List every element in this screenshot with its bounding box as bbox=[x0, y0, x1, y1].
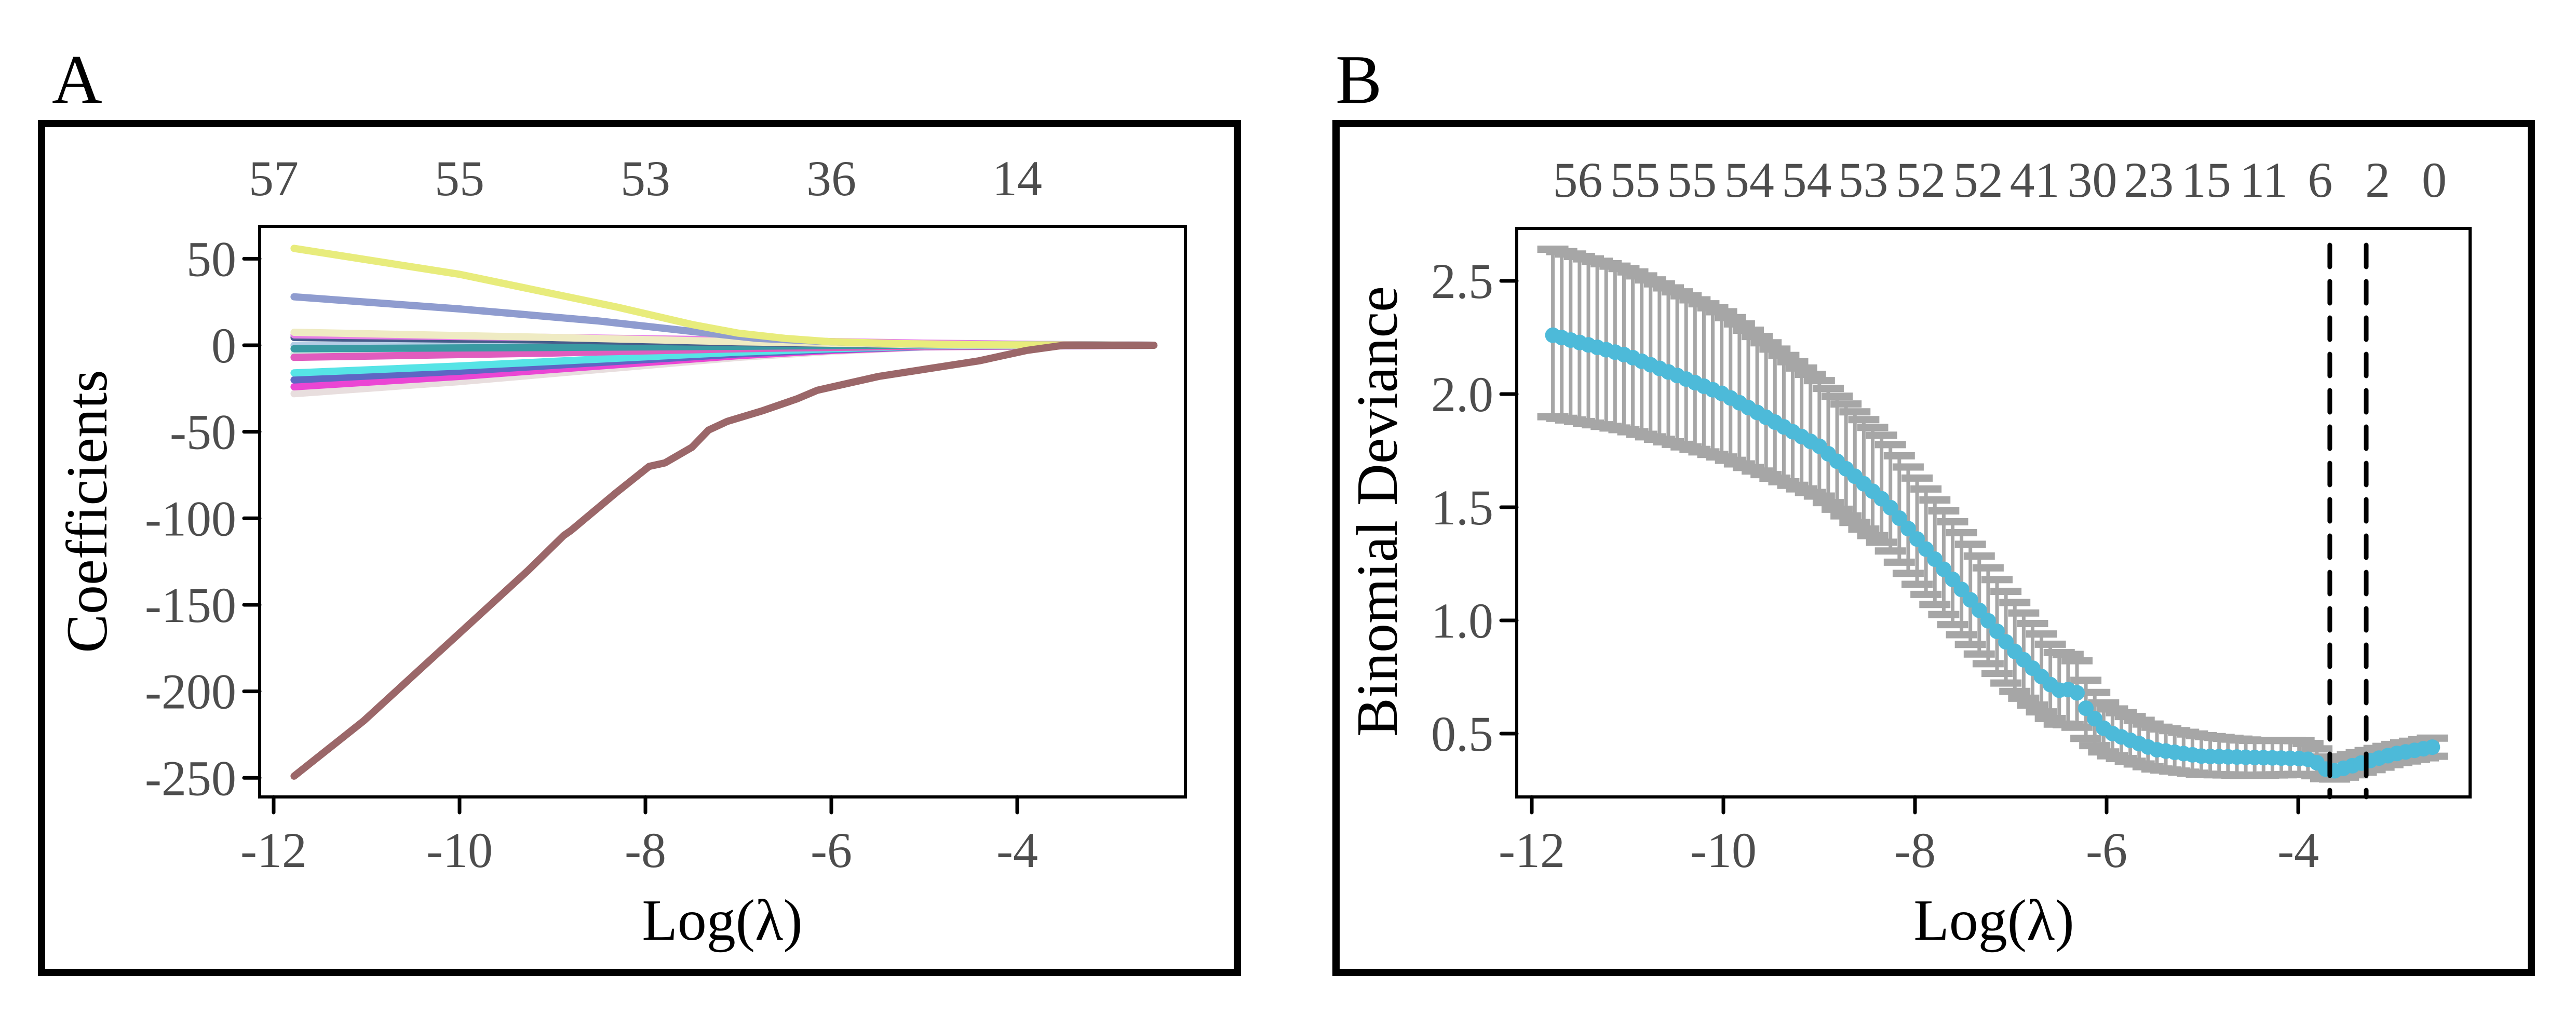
y-tick-label: -50 bbox=[170, 404, 236, 460]
top-axis-label: 55 bbox=[1667, 152, 1717, 208]
y-tick-label: 1.0 bbox=[1431, 593, 1493, 648]
top-axis-label: 23 bbox=[2124, 152, 2174, 208]
deviance-point bbox=[2424, 739, 2440, 755]
deviance-point bbox=[1891, 510, 1907, 526]
panel-b-outer-frame bbox=[1332, 120, 2535, 976]
panel-a-x-axis-title: Log(λ) bbox=[642, 888, 802, 953]
top-axis-label: 54 bbox=[1724, 152, 1774, 208]
panel-b-letter: B bbox=[1336, 41, 1382, 118]
deviance-point bbox=[1909, 531, 1925, 547]
top-axis-label: 41 bbox=[2010, 152, 2060, 208]
x-tick-label: -8 bbox=[625, 822, 666, 878]
panel-b-reference-lines bbox=[2327, 242, 2369, 800]
deviance-point bbox=[1900, 521, 1916, 537]
deviance-point bbox=[1989, 624, 2005, 640]
panel-a-y-axis: 50 0 -50 -100 -150 -200 -250 bbox=[145, 231, 262, 806]
x-tick-label: -6 bbox=[2086, 822, 2127, 878]
deviance-point bbox=[2078, 700, 2094, 716]
y-tick-label: -150 bbox=[145, 577, 236, 633]
deviance-point bbox=[1936, 561, 1952, 577]
deviance-point bbox=[1962, 592, 1978, 608]
deviance-point bbox=[1953, 581, 1970, 598]
top-axis-label: 14 bbox=[992, 151, 1042, 206]
top-axis-label: 53 bbox=[621, 151, 670, 206]
top-axis-label: 0 bbox=[2422, 152, 2447, 208]
y-tick-label: 1.5 bbox=[1431, 480, 1493, 535]
y-tick-label: 0.5 bbox=[1431, 706, 1493, 762]
panel-a-plot-frame bbox=[258, 225, 1187, 799]
x-tick-label: -8 bbox=[1894, 822, 1936, 878]
top-axis-label: 11 bbox=[2240, 152, 2287, 208]
deviance-point bbox=[1882, 499, 1898, 516]
coefficient-path-coef-brown bbox=[290, 342, 1158, 780]
panel-a-outer-frame bbox=[38, 120, 1241, 976]
top-axis-label: 56 bbox=[1553, 152, 1603, 208]
panel-b-y-axis: 2.5 2.0 1.5 1.0 0.5 bbox=[1431, 253, 1519, 762]
top-axis-label: 57 bbox=[249, 151, 299, 206]
panel-b: B 2.52.01.51.00.5 -12 -10 -8 -6 -4 56 55 55 54 5… bbox=[1332, 41, 2535, 976]
x-tick-label: -10 bbox=[1690, 822, 1757, 878]
x-tick-label: -4 bbox=[996, 822, 1038, 878]
top-axis-label: 52 bbox=[1953, 152, 2003, 208]
panel-a-letter: A bbox=[52, 41, 102, 118]
x-tick-label: -12 bbox=[240, 822, 307, 878]
panel-a-coefficient-paths bbox=[290, 245, 1158, 780]
panel-a: A 50 0 -50 -100 -150 -200 -250 -12 -10 -8 -6 -4 57… bbox=[38, 41, 1241, 976]
deviance-point bbox=[2069, 685, 2085, 701]
x-tick-label: -6 bbox=[811, 822, 852, 878]
panel-b-deviance-points bbox=[1545, 327, 2440, 779]
coefficient-path-coef-yellow bbox=[290, 245, 1158, 349]
panel-a-x-axis: -12 -10 -8 -6 -4 bbox=[240, 795, 1038, 878]
top-axis-label: 6 bbox=[2308, 152, 2332, 208]
x-tick-label: -12 bbox=[1499, 822, 1565, 878]
panel-b-x-axis: -12 -10 -8 -6 -4 bbox=[1499, 795, 2319, 878]
deviance-point bbox=[1918, 541, 1934, 557]
y-tick-label: -100 bbox=[145, 491, 236, 546]
top-axis-label: 15 bbox=[2181, 152, 2231, 208]
y-tick-label: 2.5 bbox=[1431, 253, 1493, 309]
y-tick-label: -250 bbox=[145, 750, 236, 806]
top-axis-label: 54 bbox=[1782, 152, 1832, 208]
y-tick-label: 2.0 bbox=[1431, 367, 1493, 422]
top-axis-label: 53 bbox=[1838, 152, 1888, 208]
deviance-point bbox=[1927, 551, 1943, 567]
panel-b-plot-frame bbox=[1515, 227, 2472, 799]
deviance-point bbox=[1980, 613, 1996, 629]
panel-b-y-axis-title: Binomial Deviance bbox=[1345, 286, 1410, 737]
x-tick-label: -10 bbox=[426, 822, 493, 878]
y-tick-label: -200 bbox=[145, 664, 236, 720]
panel-b-top-axis: 56 55 55 54 54 53 52 52 41 30 23 15 11 6 2 0 bbox=[1553, 152, 2447, 208]
top-axis-label: 2 bbox=[2365, 152, 2390, 208]
panel-b-x-axis-title: Log(λ) bbox=[1913, 888, 2074, 953]
x-tick-label: -4 bbox=[2277, 822, 2319, 878]
panel-a-top-axis: 57 55 53 36 14 bbox=[249, 151, 1042, 206]
deviance-point bbox=[1945, 571, 1961, 587]
top-axis-label: 55 bbox=[435, 151, 484, 206]
y-tick-label: 50 bbox=[186, 231, 236, 287]
panel-a-y-axis-title: Coefficients bbox=[55, 370, 119, 653]
panel-b-error-bars bbox=[1537, 245, 2448, 783]
top-axis-label: 52 bbox=[1896, 152, 1946, 208]
top-axis-label: 30 bbox=[2067, 152, 2117, 208]
top-axis-label: 36 bbox=[806, 151, 856, 206]
top-axis-label: 55 bbox=[1610, 152, 1660, 208]
deviance-point bbox=[1971, 602, 1987, 618]
y-tick-label: 0 bbox=[211, 318, 236, 373]
